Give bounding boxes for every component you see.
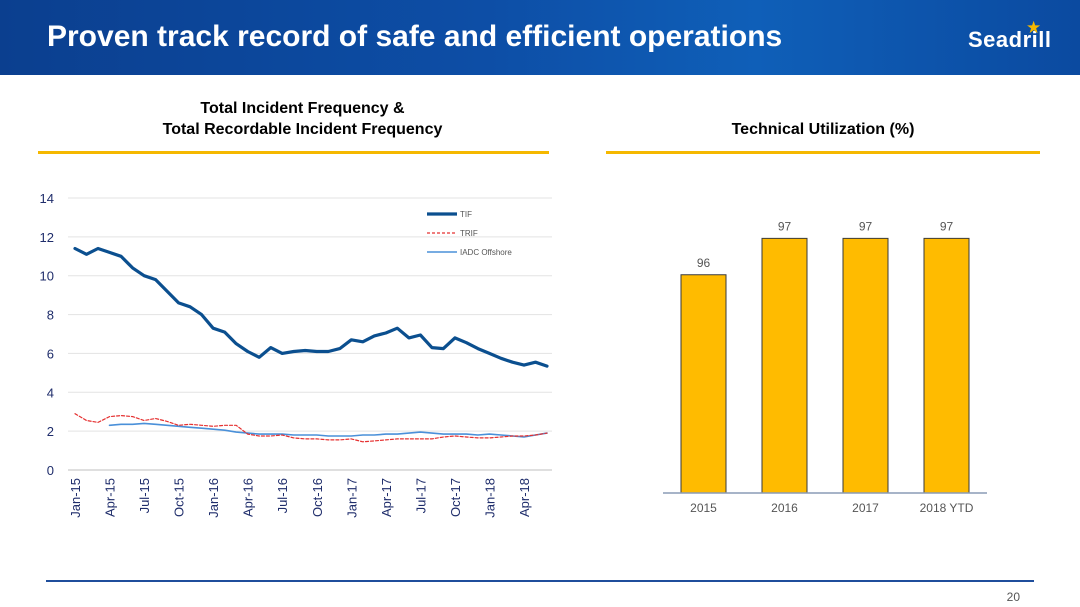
logo-text: Seadrill [968, 27, 1052, 52]
bar-2018-ytd [923, 237, 970, 494]
y-tick-label: 6 [47, 346, 54, 361]
y-tick-label: 10 [40, 269, 54, 284]
page-number: 20 [1006, 590, 1020, 604]
x-category-label: 2015 [690, 501, 717, 515]
x-tick-label: Apr-15 [103, 478, 118, 517]
x-tick-label: Jan-16 [206, 478, 221, 518]
slide-header: Proven track record of safe and efficien… [0, 0, 1080, 75]
bar-data-label: 97 [940, 219, 954, 233]
series-line-tif [73, 246, 549, 368]
y-tick-label: 2 [47, 424, 54, 439]
star-icon: ★ [1026, 18, 1042, 37]
line-chart-title-line1: Total Incident Frequency & [200, 100, 405, 117]
x-tick-label: Jan-18 [482, 478, 497, 518]
x-category-label: 2016 [771, 501, 798, 515]
series-line-trif [74, 413, 548, 443]
x-tick-label: Jul-16 [275, 478, 290, 513]
x-tick-label: Jul-17 [413, 478, 428, 513]
y-tick-label: 14 [40, 191, 54, 206]
y-tick-label: 8 [47, 308, 54, 323]
left-title-rule [38, 151, 549, 154]
x-category-label: 2018 YTD [920, 501, 974, 515]
bar-2016 [761, 237, 808, 494]
legend-label: TRIF [460, 229, 478, 238]
bar-2017 [842, 237, 889, 494]
footer-divider [46, 580, 1034, 582]
x-tick-label: Jan-15 [68, 478, 83, 518]
bar-chart-title: Technical Utilization (%) [731, 121, 915, 138]
legend-label: IADC Offshore [460, 248, 512, 257]
bar-data-label: 97 [778, 219, 792, 233]
x-tick-label: Jul-15 [137, 478, 152, 513]
x-tick-label: Oct-17 [448, 478, 463, 517]
x-tick-label: Apr-17 [379, 478, 394, 517]
line-chart-title: Total Incident Frequency & Total Recorda… [60, 98, 545, 140]
y-tick-label: 12 [40, 230, 54, 245]
bar-data-label: 97 [859, 219, 873, 233]
slide-title: Proven track record of safe and efficien… [47, 20, 783, 53]
legend-label: TIF [460, 210, 472, 219]
x-tick-label: Jan-17 [344, 478, 359, 518]
x-tick-label: Apr-16 [241, 478, 256, 517]
bar-2015 [680, 274, 727, 494]
x-category-label: 2017 [852, 501, 879, 515]
line-chart: 0 2 4 6 8 10 12 14 Jan-15 Apr-15 Jul-15 Oct-15 Jan-1… [40, 191, 552, 518]
y-tick-label: 0 [47, 463, 54, 478]
x-tick-label: Apr-18 [517, 478, 532, 517]
bar-chart: 96 2015 97 2016 97 2017 97 2018 YTD [663, 219, 987, 515]
y-tick-label: 4 [47, 385, 54, 400]
x-tick-label: Oct-15 [172, 478, 187, 517]
series-line-iadc-offshore [108, 422, 548, 438]
x-tick-label: Oct-16 [310, 478, 325, 517]
right-title-rule [606, 151, 1040, 154]
seadrill-logo: Seadrill ★ [968, 18, 1058, 56]
line-chart-title-line2: Total Recordable Incident Frequency [162, 121, 443, 138]
bar-data-label: 96 [697, 256, 711, 270]
